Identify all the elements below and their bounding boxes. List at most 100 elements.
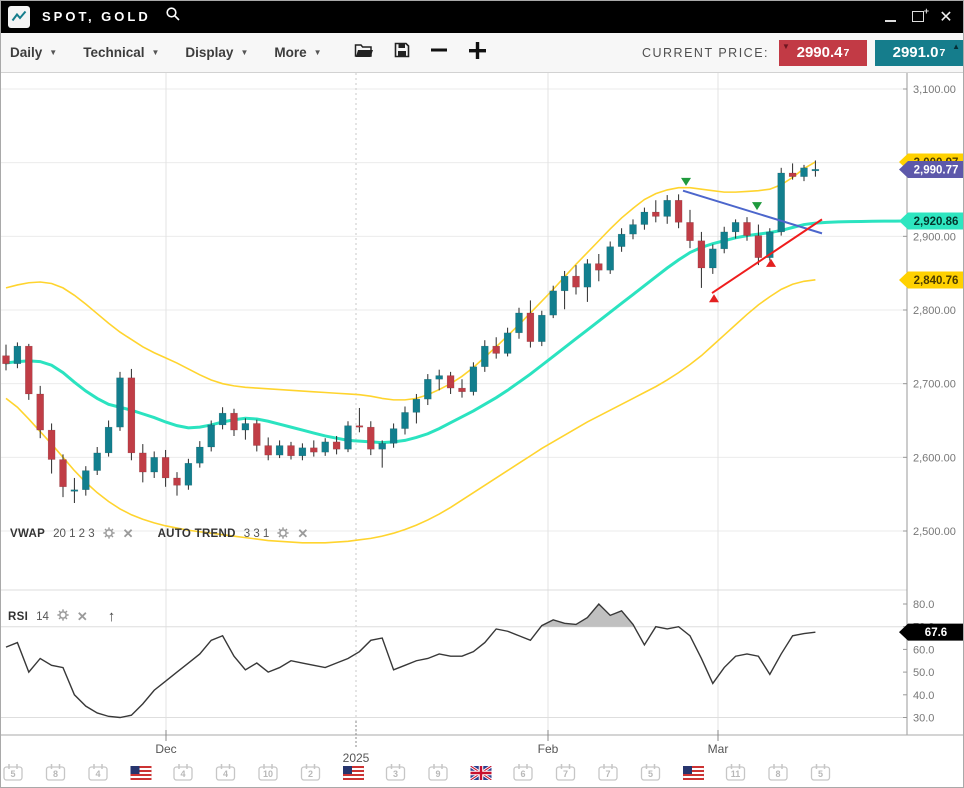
candle bbox=[503, 332, 512, 354]
candle bbox=[777, 172, 785, 233]
candle bbox=[2, 355, 10, 365]
candle bbox=[560, 275, 569, 292]
calendar-event-icon[interactable]: 4 bbox=[88, 764, 108, 781]
flag-gb-icon[interactable] bbox=[470, 766, 492, 780]
menu-display[interactable]: Display ▼ bbox=[185, 45, 249, 60]
calendar-event-icon[interactable]: 7 bbox=[598, 764, 618, 781]
candle bbox=[13, 345, 22, 365]
candle bbox=[161, 457, 170, 479]
svg-text:2,600.00: 2,600.00 bbox=[913, 452, 956, 464]
svg-text:7: 7 bbox=[563, 769, 568, 779]
candle bbox=[492, 345, 500, 354]
svg-text:2,800.00: 2,800.00 bbox=[913, 305, 956, 317]
candle bbox=[230, 412, 238, 431]
candle bbox=[731, 222, 740, 233]
svg-text:30.0: 30.0 bbox=[913, 713, 934, 725]
calendar-event-icon[interactable]: 5 bbox=[3, 764, 23, 781]
zoom-out-button[interactable] bbox=[430, 41, 448, 64]
calendar-event-icon[interactable]: 6 bbox=[513, 764, 533, 781]
candles bbox=[2, 160, 820, 504]
candle bbox=[458, 387, 466, 393]
minimize-button[interactable] bbox=[882, 9, 898, 25]
flag-us-icon[interactable] bbox=[683, 766, 704, 780]
candle bbox=[697, 240, 706, 269]
candle bbox=[401, 412, 409, 429]
svg-text:50.0: 50.0 bbox=[913, 667, 934, 679]
svg-text:3: 3 bbox=[393, 769, 398, 779]
calendar-event-icon[interactable]: 3 bbox=[385, 764, 406, 781]
close-icon[interactable]: ✕ bbox=[76, 608, 88, 624]
candle bbox=[218, 412, 227, 426]
candle bbox=[686, 222, 694, 242]
calendar-event-icon[interactable]: 5 bbox=[640, 764, 661, 781]
menu-technical[interactable]: Technical ▼ bbox=[83, 45, 160, 60]
calendar-event-icon[interactable]: 8 bbox=[768, 764, 788, 781]
svg-text:10: 10 bbox=[263, 769, 273, 779]
candle bbox=[207, 424, 215, 448]
candle bbox=[811, 169, 820, 172]
candle bbox=[355, 425, 364, 428]
autotrend-legend-label: AUTO TREND bbox=[157, 528, 236, 540]
rsi-tag: 67.6 bbox=[899, 623, 963, 641]
trend-line-resistance bbox=[682, 189, 823, 235]
svg-text:2: 2 bbox=[308, 769, 313, 779]
vwap-legend-params: 20 1 2 3 bbox=[53, 528, 95, 540]
candle bbox=[412, 398, 421, 413]
menu-more[interactable]: More ▼ bbox=[274, 45, 322, 60]
signal-down-triangle bbox=[752, 202, 762, 211]
open-folder-icon[interactable] bbox=[354, 42, 374, 63]
calendar-event-icon[interactable]: 7 bbox=[555, 764, 576, 781]
calendar-event-icon[interactable]: 9 bbox=[428, 764, 448, 781]
time-axis: Dec 2025 Feb Mar bbox=[0, 721, 964, 765]
calendar-event-icon[interactable]: 11 bbox=[725, 764, 746, 781]
arrow-down-icon: ▼ bbox=[782, 41, 790, 51]
rsi-legend: RSI 14 ✕ ↑ bbox=[8, 608, 115, 625]
calendar-event-icon[interactable]: 8 bbox=[45, 764, 66, 781]
close-icon[interactable]: ✕ bbox=[939, 8, 953, 26]
flag-us-icon[interactable] bbox=[130, 766, 152, 780]
close-icon[interactable]: ✕ bbox=[122, 526, 134, 541]
rsi-line bbox=[5, 602, 816, 719]
month-label: Feb bbox=[538, 742, 559, 756]
candle bbox=[367, 426, 375, 450]
calendar-event-icon[interactable]: 5 bbox=[810, 764, 831, 781]
candle bbox=[754, 235, 763, 258]
svg-text:60.0: 60.0 bbox=[913, 644, 934, 656]
save-icon[interactable] bbox=[394, 42, 410, 63]
candle bbox=[70, 489, 79, 492]
svg-text:67.6: 67.6 bbox=[925, 627, 947, 639]
flag-us-icon[interactable] bbox=[343, 766, 364, 780]
rsi-value-tag: 67.6 bbox=[899, 623, 963, 641]
candle bbox=[298, 447, 307, 457]
candle bbox=[526, 312, 535, 342]
calendar-event-icon[interactable]: 2 bbox=[300, 764, 321, 781]
menu-daily[interactable]: Daily ▼ bbox=[10, 45, 58, 60]
candle bbox=[139, 452, 147, 473]
popout-button[interactable]: + bbox=[910, 6, 929, 25]
svg-text:11: 11 bbox=[731, 769, 741, 779]
gear-icon[interactable] bbox=[277, 526, 289, 542]
candle bbox=[469, 366, 478, 393]
move-panel-up-icon[interactable]: ↑ bbox=[107, 608, 116, 625]
svg-text:9: 9 bbox=[435, 769, 440, 779]
price-tag-lower-band: 2,840.76 bbox=[899, 271, 963, 289]
calendar-event-icon[interactable]: 4 bbox=[215, 764, 236, 781]
ask-price-badge: ▲ 2991.0 7 bbox=[875, 39, 963, 66]
zoom-in-button[interactable] bbox=[468, 41, 487, 65]
calendar-event-icon[interactable]: 10 bbox=[258, 764, 278, 781]
chart-canvas[interactable]: 3,100.003,000.002,900.002,800.002,700.00… bbox=[0, 73, 964, 788]
candle bbox=[173, 477, 181, 486]
close-icon[interactable]: ✕ bbox=[297, 526, 309, 541]
month-label: Dec bbox=[155, 742, 176, 756]
candle bbox=[82, 470, 90, 490]
candle bbox=[709, 248, 717, 269]
search-icon[interactable] bbox=[165, 6, 181, 27]
calendar-event-icon[interactable]: 4 bbox=[173, 764, 193, 781]
rsi-pane bbox=[5, 602, 816, 719]
event-strip: 5 8 4 4 4 10 2 3 9 6 7 7 5 11 8 5 bbox=[3, 764, 831, 781]
candle bbox=[617, 233, 626, 247]
signal-down-triangle bbox=[681, 177, 691, 186]
gear-icon[interactable] bbox=[57, 609, 69, 624]
candle bbox=[59, 459, 67, 488]
gear-icon[interactable] bbox=[103, 526, 115, 542]
